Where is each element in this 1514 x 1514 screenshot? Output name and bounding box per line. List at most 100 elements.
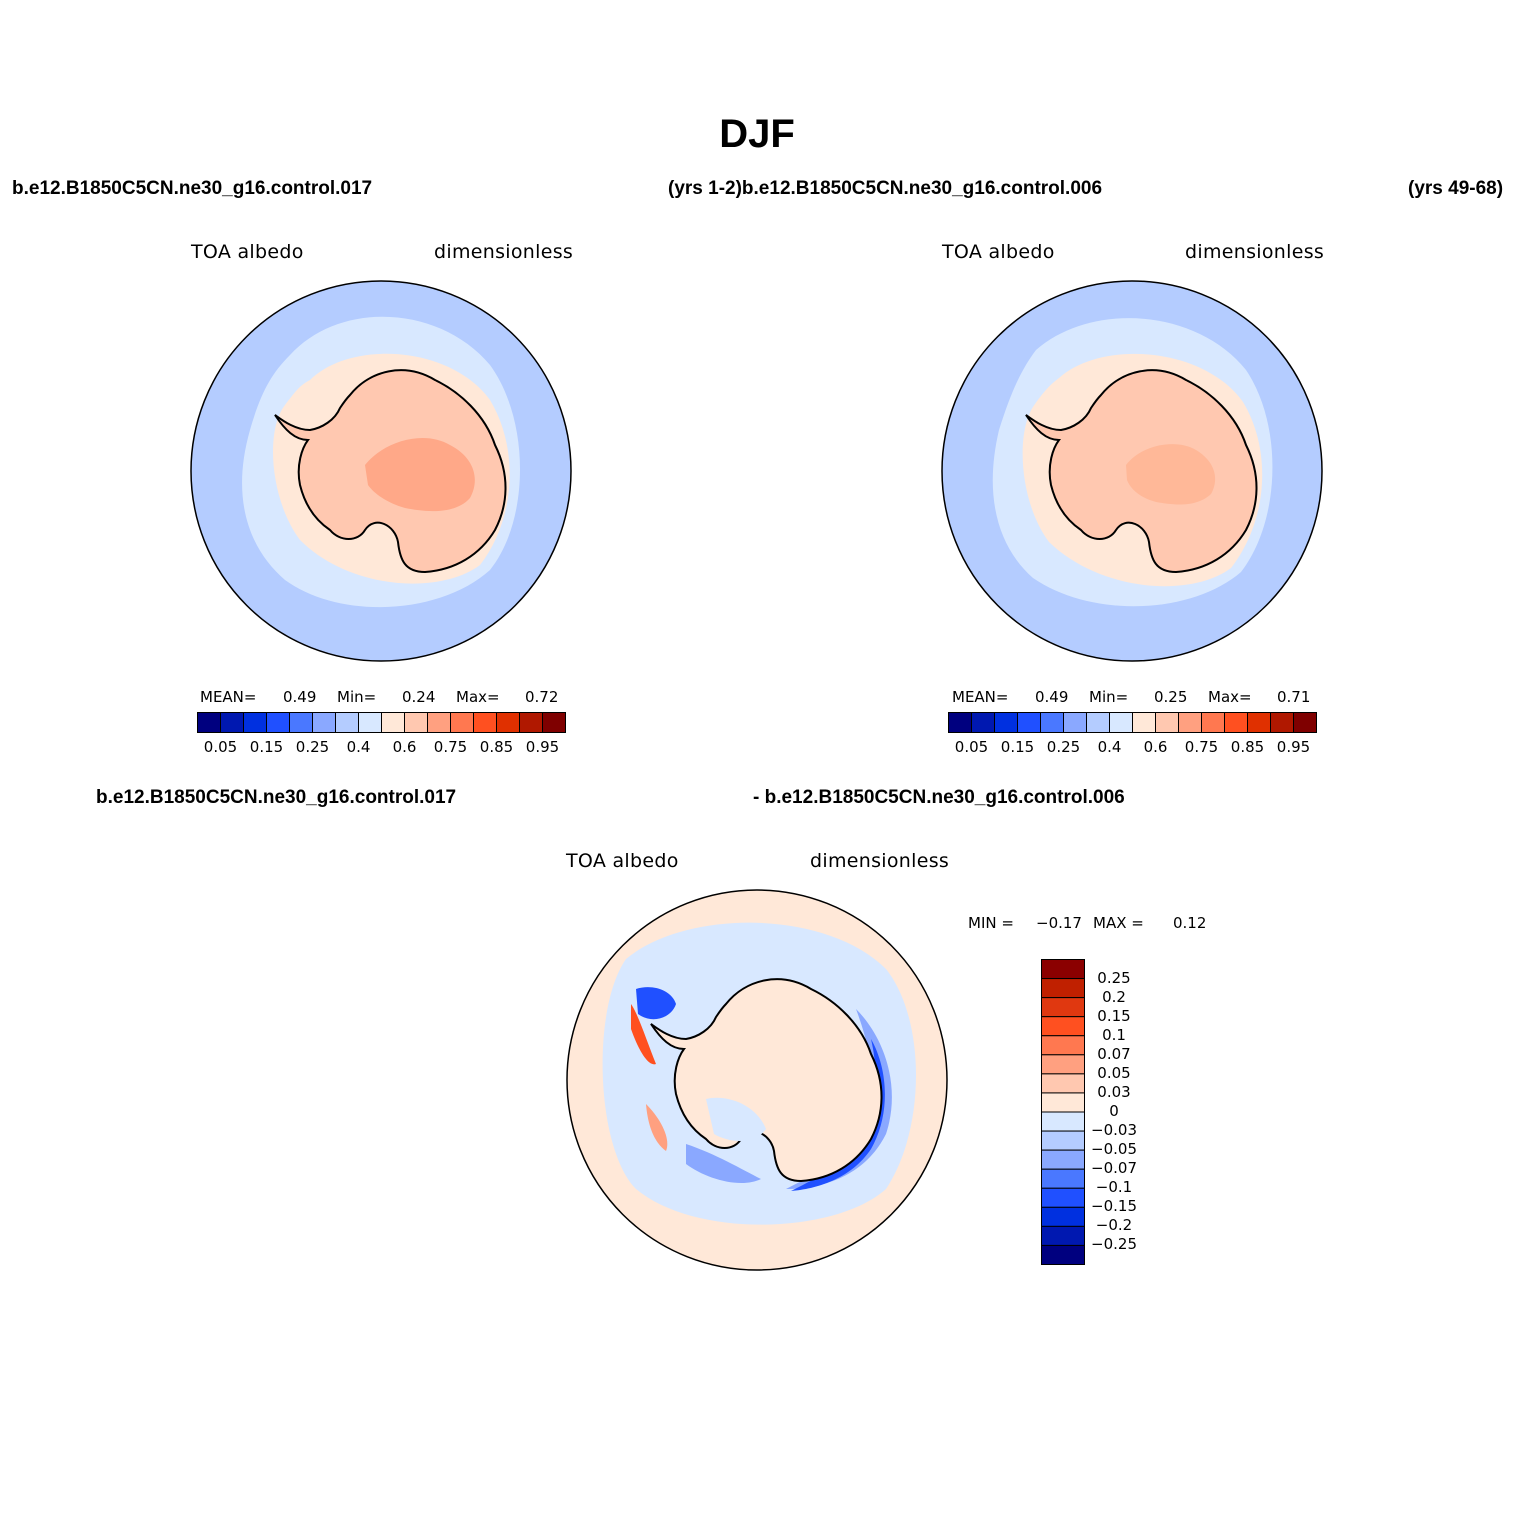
panel3-colorbar-box: [1041, 1225, 1085, 1246]
panel3-colorbar-tick-label: −0.07: [1091, 1159, 1137, 1178]
panel3-colorbar-box: [1041, 959, 1085, 980]
panel3-colorbar-tick-label: −0.03: [1091, 1121, 1137, 1140]
panel2-colorbar-box: [1155, 712, 1179, 733]
panel1-map-border: [190, 280, 572, 662]
panel1-units-label: dimensionless: [434, 241, 574, 263]
panel2-colorbar-tick-label: 0.95: [1276, 738, 1311, 756]
panel1-max-value: 0.72: [525, 688, 559, 706]
panel3-variable-label: TOA albedo: [566, 850, 679, 872]
panel1-mean-label: MEAN=: [200, 688, 257, 706]
panel3-colorbar-tick-label: −0.1: [1095, 1178, 1133, 1197]
panel2-map: [941, 280, 1323, 662]
panel1-colorbar-box: [266, 712, 290, 733]
panel3-colorbar-box: [1041, 1130, 1085, 1151]
panel2-mean-label: MEAN=: [952, 688, 1009, 706]
panel3-map-border: [566, 889, 948, 1271]
panel3-colorbar-tick-label: 0.25: [1097, 968, 1131, 987]
case-label-diff-left: b.e12.B1850C5CN.ne30_g16.control.017: [96, 787, 457, 808]
panel1-map: [190, 280, 572, 662]
panel1-colorbar-box: [519, 712, 543, 733]
panel2-colorbar-box: [1086, 712, 1110, 733]
panel2-colorbar-box: [1132, 712, 1156, 733]
panel2-max-label: Max=: [1208, 688, 1252, 706]
panel2-colorbar-tick-label: 0.25: [1046, 738, 1081, 756]
panel2-colorbar-box: [1293, 712, 1317, 733]
panel1-colorbar-box: [197, 712, 221, 733]
panel2-colorbar-box: [1224, 712, 1248, 733]
panel3-min-label: MIN =: [968, 914, 1014, 932]
panel2-colorbar-box: [1109, 712, 1133, 733]
panel2-colorbar-tick-label: 0.4: [1097, 738, 1122, 756]
panel2-units-label: dimensionless: [1185, 241, 1325, 263]
panel2-colorbar-box: [1017, 712, 1041, 733]
panel2-colorbar-box: [971, 712, 995, 733]
panel2-colorbar-tick-label: 0.75: [1184, 738, 1219, 756]
panel3-colorbar-tick-label: −0.15: [1091, 1197, 1137, 1216]
panel3-colorbar-box: [1041, 1111, 1085, 1132]
case-label-top-left: b.e12.B1850C5CN.ne30_g16.control.017: [12, 178, 373, 199]
panel2-colorbar: [948, 712, 1317, 733]
panel2-min-value: 0.25: [1154, 688, 1188, 706]
panel3-max-value: 0.12: [1173, 914, 1207, 932]
panel3-colorbar-tick-label: 0.03: [1097, 1082, 1131, 1101]
panel3-colorbar-box: [1041, 1206, 1085, 1227]
panel1-colorbar-tick-label: 0.05: [203, 738, 238, 756]
panel1-colorbar-box: [358, 712, 382, 733]
panel3-colorbar-box: [1041, 978, 1085, 999]
panel3-colorbar-tick-label: −0.25: [1091, 1235, 1137, 1254]
panel1-colorbar-box: [289, 712, 313, 733]
panel1-colorbar-box: [312, 712, 336, 733]
panel1-colorbar-box: [450, 712, 474, 733]
panel1-colorbar-tick-label: 0.6: [392, 738, 417, 756]
panel3-min-value: −0.17: [1036, 914, 1082, 932]
panel2-colorbar-box: [1270, 712, 1294, 733]
panel3-light-red-west: [646, 1104, 668, 1151]
panel1-variable-label: TOA albedo: [191, 241, 304, 263]
panel1-colorbar-tick-label: 0.25: [295, 738, 330, 756]
panel3-colorbar-box: [1041, 997, 1085, 1018]
panel3-colorbar-tick-label: 0: [1109, 1102, 1119, 1120]
panel3-colorbar-box: [1041, 1092, 1085, 1113]
panel2-variable-label: TOA albedo: [942, 241, 1055, 263]
panel1-colorbar-box: [427, 712, 451, 733]
panel2-colorbar-tick-label: 0.6: [1143, 738, 1168, 756]
panel1-colorbar-tick-label: 0.15: [249, 738, 284, 756]
panel3-colorbar-tick-label: −0.2: [1095, 1216, 1133, 1235]
panel1-colorbar-box: [381, 712, 405, 733]
panel1-colorbar-box: [220, 712, 244, 733]
panel3-red-west: [631, 1004, 656, 1065]
case-label-top-mid: (yrs 1-2)b.e12.B1850C5CN.ne30_g16.contro…: [668, 178, 1103, 199]
panel3-mid-blue-south: [686, 1144, 761, 1184]
panel3-colorbar-tick-label: 0.15: [1097, 1006, 1131, 1025]
panel1-colorbar-tick-label: 0.85: [479, 738, 514, 756]
panel2-colorbar-box: [948, 712, 972, 733]
panel2-colorbar-box: [1178, 712, 1202, 733]
panel3-colorbar-box: [1041, 1244, 1085, 1265]
panel3-colorbar-box: [1041, 1149, 1085, 1170]
panel2-map-border: [941, 280, 1323, 662]
panel1-colorbar-box: [243, 712, 267, 733]
panel1-colorbar-box: [542, 712, 566, 733]
panel2-colorbar-tick-label: 0.15: [1000, 738, 1035, 756]
case-label-top-right: (yrs 49-68): [1408, 178, 1504, 199]
panel3-colorbar-box: [1041, 1073, 1085, 1094]
panel2-colorbar-tick-label: 0.05: [954, 738, 989, 756]
panel3-max-label: MAX =: [1093, 914, 1144, 932]
panel3-colorbar-box: [1041, 1016, 1085, 1037]
panel1-mean-value: 0.49: [283, 688, 317, 706]
panel3-colorbar-tick-label: 0.1: [1102, 1025, 1126, 1044]
panel3-colorbar-tick-label: 0.2: [1102, 987, 1126, 1006]
panel3-land-blue-patch: [706, 1097, 766, 1141]
panel2-colorbar-box: [994, 712, 1018, 733]
panel3-colorbar-tick-label: 0.05: [1097, 1063, 1131, 1082]
panel2-max-value: 0.71: [1277, 688, 1311, 706]
panel1-colorbar-box: [473, 712, 497, 733]
panel3-colorbar-box: [1041, 1187, 1085, 1208]
panel1-colorbar-tick-label: 0.4: [346, 738, 371, 756]
panel2-plateau: [1126, 444, 1216, 505]
panel3-colorbar-box: [1041, 1168, 1085, 1189]
panel1-min-value: 0.24: [402, 688, 436, 706]
panel1-plateau: [365, 437, 475, 512]
panel1-colorbar-box: [404, 712, 428, 733]
panel1-colorbar-tick-label: 0.75: [433, 738, 468, 756]
